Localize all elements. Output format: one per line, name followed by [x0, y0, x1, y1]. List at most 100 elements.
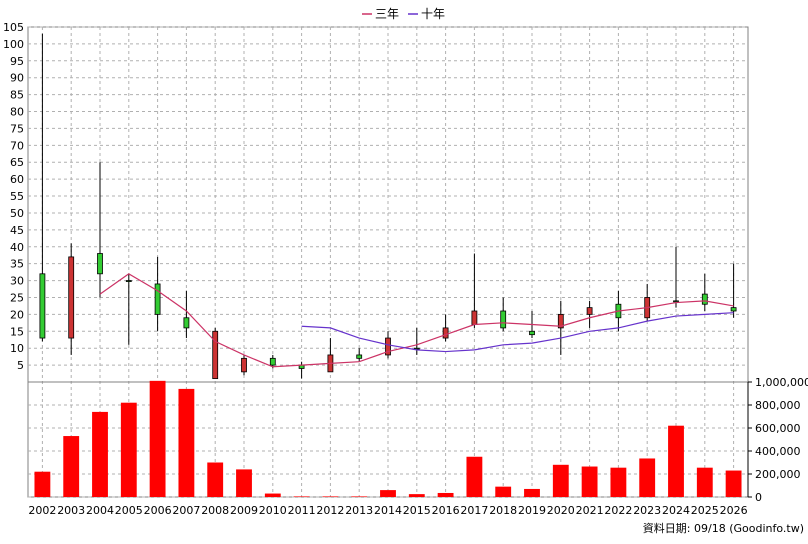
- legend: 三年 十年: [362, 7, 445, 21]
- candle-body: [557, 313, 564, 329]
- candle: [125, 273, 132, 345]
- legend-label: 三年: [375, 7, 399, 21]
- volume-bar: [380, 490, 396, 497]
- x-tick-label: 2012: [316, 504, 344, 517]
- x-tick-label: 2022: [604, 504, 632, 517]
- candle: [212, 327, 219, 380]
- volume-bar: [92, 411, 108, 497]
- price-tick-label: 55: [10, 190, 24, 203]
- volume-bar: [668, 425, 684, 497]
- candle: [586, 300, 593, 328]
- x-tick-label: 2016: [432, 504, 460, 517]
- candle: [183, 290, 190, 339]
- candle: [39, 33, 46, 342]
- price-tick-label: 40: [10, 241, 24, 254]
- volume-tick-label: 600,000: [755, 422, 801, 435]
- volume-bar: [207, 462, 224, 497]
- volume-bar: [178, 388, 195, 497]
- candle: [500, 297, 507, 332]
- volume-bar: [34, 471, 51, 497]
- price-tick-label: 30: [10, 275, 24, 288]
- candle: [241, 354, 247, 376]
- volume-bar: [437, 492, 454, 497]
- candle-body: [68, 256, 75, 339]
- volume-bar: [408, 494, 425, 497]
- x-tick-label: 2015: [403, 504, 431, 517]
- candlesticks: [39, 33, 737, 380]
- volume-bar: [524, 488, 540, 497]
- volume-bar: [696, 467, 713, 497]
- x-tick-label: 2008: [201, 504, 229, 517]
- candle: [557, 300, 564, 355]
- volume-bar: [610, 467, 627, 497]
- x-tick-label: 2010: [259, 504, 287, 517]
- volume-bar: [264, 493, 281, 497]
- ma-3yr-line: [99, 273, 734, 368]
- price-tick-label: 65: [10, 156, 24, 169]
- candle-body: [39, 273, 46, 339]
- x-tick-label: 2007: [172, 504, 200, 517]
- candle: [673, 246, 679, 308]
- candle: [97, 162, 103, 298]
- volume-bar: [351, 496, 368, 497]
- chart-grid: [27, 26, 749, 498]
- price-axis: 5 10 15 20 25 30 35 40 45 50 55 60 65 70 75 80 85 90 95 100…: [3, 21, 24, 372]
- x-tick-label: 2005: [115, 504, 143, 517]
- source-footer: 資料日期: 09/18 (Goodinfo.tw): [643, 521, 804, 535]
- volume-bar: [552, 464, 569, 497]
- volume-bar: [639, 458, 656, 497]
- price-tick-label: 75: [10, 122, 24, 135]
- volume-tick-label: 1,000,000: [755, 376, 808, 389]
- candle-body: [730, 307, 737, 312]
- price-tick-label: 95: [10, 55, 24, 68]
- volume-bar: [63, 436, 80, 497]
- candle-body: [241, 357, 247, 373]
- x-tick-label: 2006: [144, 504, 172, 517]
- volume-axis: 0 200,000 400,000 600,000 800,000 1,000,000: [747, 376, 808, 504]
- x-tick-label: 2025: [691, 504, 719, 517]
- candle-body: [269, 357, 276, 366]
- price-tick-label: 85: [10, 89, 24, 102]
- x-tick-label: 2017: [460, 504, 488, 517]
- moving-average-lines: [99, 273, 734, 368]
- ma-10yr-line: [301, 312, 734, 353]
- x-tick-label: 2021: [576, 504, 604, 517]
- price-tick-label: 15: [10, 325, 24, 338]
- x-tick-label: 2002: [28, 504, 56, 517]
- volume-bar: [725, 470, 742, 497]
- x-tick-label: 2023: [633, 504, 661, 517]
- price-tick-label: 50: [10, 207, 24, 220]
- x-tick-label: 2011: [288, 504, 316, 517]
- volume-bar: [149, 380, 166, 497]
- price-tick-label: 105: [3, 21, 24, 34]
- candle: [644, 283, 651, 322]
- candle-body: [586, 307, 593, 315]
- x-axis: 2002 2003 2004 2005 2006 2007 2008 2009 2010 2011…: [28, 504, 747, 517]
- price-tick-label: 60: [10, 173, 24, 186]
- candle-body: [183, 317, 190, 329]
- volume-tick-label: 400,000: [755, 445, 801, 458]
- x-tick-label: 2019: [518, 504, 546, 517]
- candle: [413, 327, 420, 355]
- candle-body: [356, 354, 363, 359]
- x-tick-label: 2026: [720, 504, 748, 517]
- volume-bar: [236, 469, 252, 497]
- x-tick-label: 2024: [662, 504, 690, 517]
- volume-bar: [495, 486, 512, 497]
- price-tick-label: 5: [17, 359, 24, 372]
- candle-body: [500, 310, 507, 329]
- candle: [471, 253, 478, 328]
- candle: [356, 348, 363, 362]
- volume-tick-label: 200,000: [755, 468, 801, 481]
- price-tick-label: 80: [10, 106, 24, 119]
- legend-label: 十年: [421, 7, 445, 21]
- price-tick-label: 35: [10, 258, 24, 271]
- price-tick-label: 70: [10, 139, 24, 152]
- candle: [154, 256, 161, 332]
- price-tick-label: 100: [3, 38, 24, 51]
- volume-bar: [581, 466, 598, 497]
- price-tick-label: 45: [10, 224, 24, 237]
- candle-body: [413, 347, 420, 350]
- price-tick-label: 90: [10, 72, 24, 85]
